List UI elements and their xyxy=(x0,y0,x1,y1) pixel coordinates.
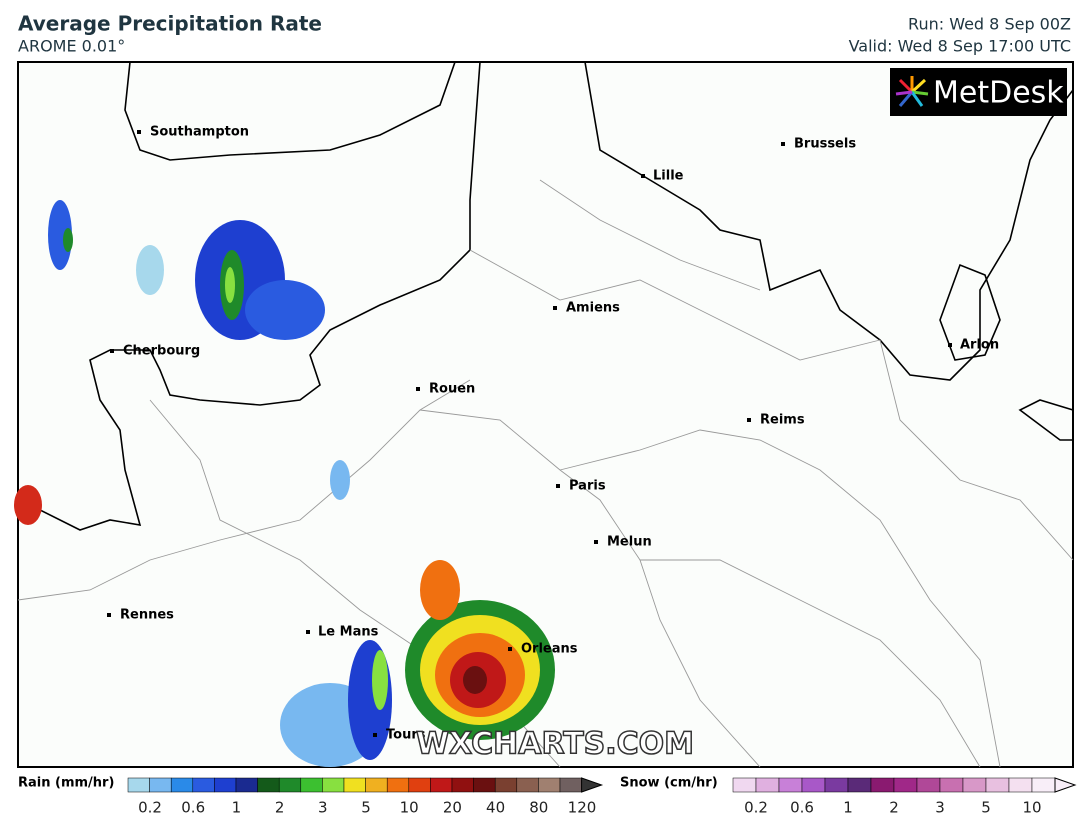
swatch xyxy=(824,777,849,793)
swatch xyxy=(343,777,366,793)
swatch xyxy=(235,777,258,793)
city-label: Melun xyxy=(607,535,652,550)
logo-text: MetDesk xyxy=(933,76,1064,111)
legend-tick: 3 xyxy=(935,799,945,817)
swatch xyxy=(451,777,474,793)
swatch xyxy=(559,777,582,793)
legend-tick: 5 xyxy=(981,799,991,817)
swatch xyxy=(170,777,194,793)
swatch xyxy=(1008,777,1033,793)
swatch xyxy=(755,777,780,793)
city-label: Arlon xyxy=(960,338,999,353)
city-label: Rouen xyxy=(429,382,475,397)
city-label: Orleans xyxy=(521,642,578,657)
swatch xyxy=(386,777,410,793)
city-label: Southampton xyxy=(150,125,249,140)
model: AROME 0.01° xyxy=(18,37,125,56)
run-time: Run: Wed 8 Sep 00Z xyxy=(908,15,1071,34)
swatch xyxy=(847,777,872,793)
title: Average Precipitation Rate xyxy=(18,12,322,36)
swatch xyxy=(1031,777,1056,793)
logo-icon xyxy=(895,76,929,107)
swatch xyxy=(300,777,323,793)
city-label: Brussels xyxy=(794,137,856,152)
legend-tick: 3 xyxy=(318,799,328,817)
rain-legend-label: Rain (mm/hr) xyxy=(18,776,114,791)
swatch xyxy=(408,777,431,793)
swatch xyxy=(778,777,803,793)
snow-colorbar: 0.2 0.6 1 2 3 5 10 xyxy=(732,777,1077,817)
legend-tick: 10 xyxy=(400,799,419,817)
arrow xyxy=(1054,777,1077,793)
legend-tick: 0.2 xyxy=(138,799,162,817)
city-label: Cherbourg xyxy=(123,344,200,359)
arrow xyxy=(581,777,604,793)
swatch xyxy=(322,777,345,793)
watermark: WXCHARTS.COM xyxy=(416,727,694,762)
legend-tick: 80 xyxy=(529,799,548,817)
city-label: Reims xyxy=(760,413,805,428)
map: Southampton Brussels Lille Amiens Cherbo… xyxy=(14,61,1074,768)
swatch xyxy=(430,777,453,793)
swatch xyxy=(962,777,987,793)
city-label: Tours xyxy=(386,728,426,743)
city-label: Amiens xyxy=(566,301,620,316)
swatch xyxy=(257,777,280,793)
legend-tick: 1 xyxy=(232,799,242,817)
swatch xyxy=(939,777,964,793)
swatch xyxy=(732,777,757,793)
city-label: Le Mans xyxy=(318,625,379,640)
precipitation xyxy=(14,200,555,767)
snow-legend-label: Snow (cm/hr) xyxy=(620,776,718,791)
swatch xyxy=(893,777,918,793)
swatch xyxy=(494,777,518,793)
swatch xyxy=(985,777,1010,793)
legend-tick: 5 xyxy=(361,799,371,817)
swatch xyxy=(538,777,561,793)
city-label: Rennes xyxy=(120,608,174,623)
city-label: Paris xyxy=(569,479,606,494)
legend-tick: 0.2 xyxy=(744,799,768,817)
swatch xyxy=(473,777,496,793)
swatch xyxy=(214,777,237,793)
swatch xyxy=(801,777,826,793)
city-label: Lille xyxy=(653,169,684,184)
legend-tick: 1 xyxy=(843,799,853,817)
legend-tick: 10 xyxy=(1022,799,1041,817)
swatch xyxy=(365,777,388,793)
legend-tick: 120 xyxy=(568,799,597,817)
legend-tick: 0.6 xyxy=(790,799,814,817)
swatch xyxy=(149,777,172,793)
legend-tick: 0.6 xyxy=(181,799,205,817)
swatch xyxy=(916,777,941,793)
swatch xyxy=(192,777,215,793)
swatch xyxy=(278,777,302,793)
valid-time: Valid: Wed 8 Sep 17:00 UTC xyxy=(849,37,1071,56)
city-markers xyxy=(107,130,952,737)
legend-tick: 20 xyxy=(443,799,462,817)
legend-tick: 2 xyxy=(889,799,899,817)
swatch xyxy=(127,777,150,793)
swatch xyxy=(516,777,539,793)
rain-colorbar: 0.2 0.6 1 2 3 5 10 20 40 80 120 xyxy=(127,777,604,817)
legend-tick: 40 xyxy=(486,799,505,817)
swatch xyxy=(870,777,895,793)
legend-tick: 2 xyxy=(275,799,285,817)
